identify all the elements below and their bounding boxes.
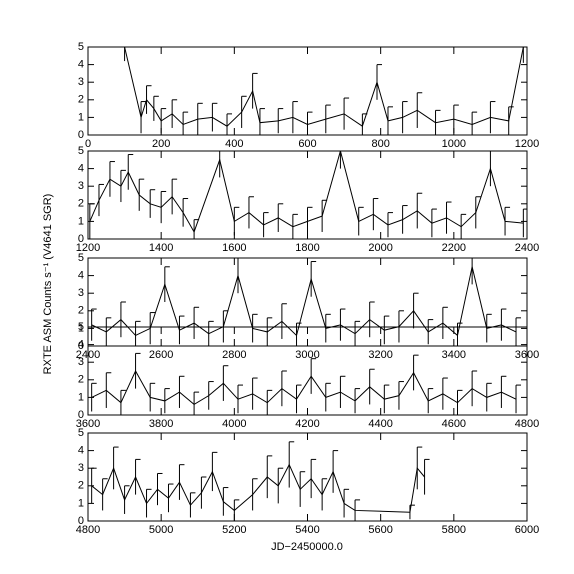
x-tick-label: 2800 (222, 349, 246, 361)
data-line (91, 463, 425, 513)
x-tick-label: 4200 (295, 418, 319, 430)
x-tick-label: 800 (371, 138, 389, 150)
y-tick-label: 5 (78, 41, 84, 53)
y-tick-label: 3 (78, 287, 84, 299)
y-tick-label: 5 (78, 427, 84, 439)
y-tick-label: 1 (78, 391, 84, 403)
x-tick-label: 3000 (295, 349, 319, 361)
panel-frame (87, 432, 528, 522)
x-tick-label: 3800 (149, 418, 173, 430)
y-tick-label: 1 (78, 322, 84, 334)
data-line (91, 369, 517, 406)
y-tick-label: 3 (78, 180, 84, 192)
x-tick-label: 4600 (442, 418, 466, 430)
y-tick-label: 3 (78, 356, 84, 368)
x-tick-label: 200 (152, 138, 170, 150)
x-tick-label: 1800 (295, 242, 319, 254)
panel-data (89, 151, 527, 239)
x-tick-label: 2200 (442, 242, 466, 254)
data-line (89, 151, 524, 234)
x-tick-label: 5200 (222, 524, 246, 536)
y-tick-label: 0 (78, 340, 84, 352)
x-tick-label: 4400 (368, 418, 392, 430)
y-tick-label: 2 (78, 305, 84, 317)
y-tick-label: 2 (78, 480, 84, 492)
x-tick-label: 5000 (149, 524, 173, 536)
x-tick-label: 5800 (442, 524, 466, 536)
y-tick-label: 5 (78, 252, 84, 264)
x-tick-label: 5400 (295, 524, 319, 536)
y-tick-label: 0 (78, 129, 84, 141)
x-tick-label: 4800 (515, 418, 539, 430)
y-tick-label: 1 (78, 215, 84, 227)
y-tick-label: 1 (78, 497, 84, 509)
panel-data (124, 47, 524, 135)
panel-data (91, 352, 522, 415)
y-tick-label: 0 (78, 233, 84, 245)
y-tick-label: 4 (78, 270, 84, 282)
y-tick-label: 5 (78, 321, 84, 333)
y-tick-label: 1 (78, 111, 84, 123)
data-line (91, 266, 517, 337)
x-tick-label: 4800 (76, 524, 100, 536)
x-axis-label: JD−2450000.0 (271, 541, 343, 553)
panel-data (91, 441, 430, 521)
panel-data (91, 258, 522, 346)
x-tick-label: 2600 (149, 349, 173, 361)
y-tick-label: 4 (78, 445, 84, 457)
x-tick-label: 0 (85, 138, 91, 150)
y-tick-label: 0 (78, 515, 84, 527)
y-tick-label: 4 (78, 339, 84, 351)
x-tick-label: 1000 (442, 138, 466, 150)
x-tick-label: 2000 (368, 242, 392, 254)
x-tick-label: 4000 (222, 418, 246, 430)
x-tick-label: 3200 (368, 349, 392, 361)
y-tick-label: 3 (78, 462, 84, 474)
y-tick-label: 3 (78, 76, 84, 88)
x-tick-label: 1200 (76, 242, 100, 254)
data-line (124, 47, 524, 127)
x-tick-label: 1200 (515, 138, 539, 150)
y-axis-label: RXTE ASM Counts s⁻¹ (V4641 SGR) (42, 194, 54, 375)
x-tick-label: 2400 (515, 242, 539, 254)
x-tick-label: 600 (298, 138, 316, 150)
y-tick-label: 2 (78, 198, 84, 210)
x-tick-label: 3400 (442, 349, 466, 361)
y-tick-label: 4 (78, 59, 84, 71)
y-tick-label: 2 (78, 374, 84, 386)
x-tick-label: 6000 (515, 524, 539, 536)
x-tick-label: 1600 (222, 242, 246, 254)
y-tick-label: 5 (78, 145, 84, 157)
x-tick-label: 1400 (149, 242, 173, 254)
y-tick-label: 0 (78, 409, 84, 421)
x-tick-label: 400 (225, 138, 243, 150)
x-tick-label: 3600 (76, 418, 100, 430)
y-tick-label: 2 (78, 94, 84, 106)
y-tick-label: 4 (78, 163, 84, 175)
x-tick-label: 5600 (368, 524, 392, 536)
